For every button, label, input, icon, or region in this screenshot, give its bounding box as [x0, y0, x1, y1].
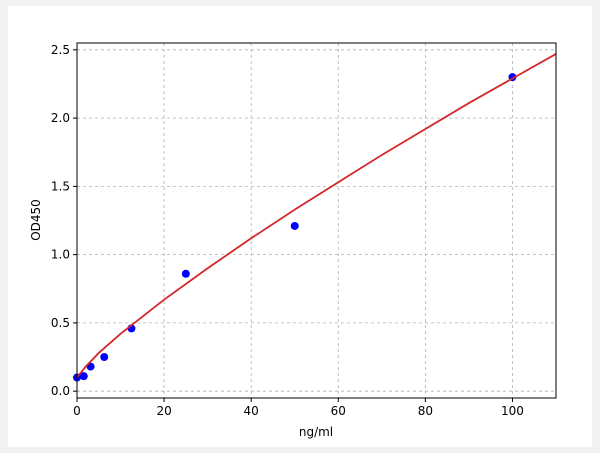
y-tick-label: 1.5	[51, 179, 70, 193]
y-tick-label: 1.0	[51, 248, 70, 262]
x-tick-label: 40	[244, 404, 259, 418]
y-tick-label: 2.0	[51, 111, 70, 125]
y-tick-label: 0.5	[51, 316, 70, 330]
x-tick-label: 0	[73, 404, 81, 418]
x-tick-label: 60	[331, 404, 346, 418]
data-point	[181, 269, 190, 278]
axes-frame	[76, 42, 557, 399]
figure-background	[8, 6, 592, 447]
y-axis-label: OD450	[29, 199, 43, 241]
fit-curve	[76, 53, 557, 379]
data-point	[290, 221, 299, 230]
x-tick-label: 80	[418, 404, 433, 418]
x-axis-label: ng/ml	[299, 425, 333, 439]
y-tick-label: 0.0	[51, 384, 70, 398]
plot-area: 0 20 40 60 80 100 0.0 0.5 1.0 1.5 2.0 2.5	[51, 42, 557, 418]
x-tick-label: 20	[156, 404, 171, 418]
y-tick-label: 2.5	[51, 43, 70, 57]
data-point	[79, 372, 88, 381]
data-point	[100, 353, 109, 362]
x-tick-label: 100	[501, 404, 524, 418]
